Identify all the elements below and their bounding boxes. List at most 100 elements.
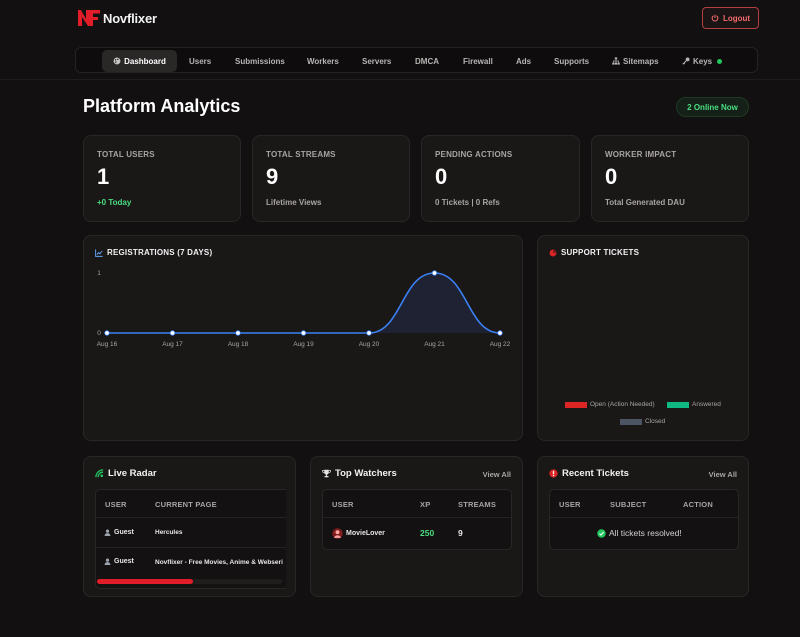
- x-tick-label: Aug 22: [490, 341, 511, 348]
- table-row[interactable]: Guest: [104, 558, 134, 565]
- legend-open[interactable]: Open (Action Needed): [565, 401, 655, 408]
- nav-item-label: Ads: [516, 56, 532, 66]
- nav-item-label: Firewall: [463, 56, 493, 66]
- app-logo[interactable]: Novflixer: [77, 9, 157, 27]
- stat-label: TOTAL STREAMS: [266, 150, 336, 159]
- status-dot-icon: [717, 58, 723, 64]
- top-bar: Novflixer Logout Dashboard Users Submiss…: [0, 0, 800, 80]
- app-name: Novflixer: [103, 10, 157, 26]
- live-radar-table: USER CURRENT PAGE Guest Hercules Guest N…: [95, 489, 286, 589]
- nav-item-label: Dashboard: [124, 56, 166, 66]
- stat-label: WORKER IMPACT: [605, 150, 677, 159]
- recent-tickets-table: USER SUBJECT ACTION All tickets resolved…: [549, 489, 739, 550]
- registrations-title: REGISTRATIONS (7 DAYS): [95, 248, 212, 257]
- nav-item-label: Servers: [362, 56, 392, 66]
- empty-state-text: All tickets resolved!: [609, 528, 682, 538]
- top-watchers-title-text: Top Watchers: [335, 468, 397, 479]
- stat-value: 1: [97, 164, 110, 189]
- logout-label: Logout: [722, 13, 751, 23]
- nav-item-workers[interactable]: Workers: [302, 50, 344, 72]
- trophy-icon: [322, 469, 331, 478]
- nav-item-label: DMCA: [415, 56, 439, 66]
- chart-point[interactable]: [104, 330, 110, 336]
- support-tickets-card: SUPPORT TICKETS Open (Action Needed) Ans…: [537, 235, 749, 441]
- horizontal-scrollbar[interactable]: [97, 579, 282, 584]
- chart-point[interactable]: [169, 330, 176, 336]
- nav-item-ads[interactable]: Ads: [511, 50, 536, 72]
- row-user: Guest: [114, 529, 134, 536]
- palette-icon: [113, 57, 121, 65]
- legend-closed[interactable]: Closed: [620, 418, 665, 425]
- registrations-card: REGISTRATIONS (7 DAYS) Aug 16 Aug 17 Aug 1…: [83, 235, 523, 441]
- live-radar-card: Live Radar USER CURRENT PAGE Guest Hercu…: [83, 456, 296, 597]
- x-tick-label: Aug 21: [424, 341, 445, 348]
- legend-swatch-open: [565, 401, 587, 408]
- scrollbar-thumb[interactable]: [97, 579, 194, 584]
- x-tick-label: Aug 20: [359, 341, 380, 348]
- table-row[interactable]: MovieLover: [332, 528, 385, 539]
- recent-tickets-card: Recent Tickets View All USER SUBJECT ACT…: [537, 456, 749, 597]
- chart-area-fill: [107, 273, 500, 333]
- stat-value: 0: [435, 164, 448, 189]
- top-watchers-table: USER XP STREAMS MovieLover 250 9: [322, 489, 512, 550]
- recent-tickets-title-text: Recent Tickets: [562, 468, 629, 479]
- page-title: Platform Analytics: [83, 96, 241, 116]
- stat-sub: 0 Tickets | 0 Refs: [435, 198, 500, 207]
- legend-answered[interactable]: Answered: [667, 401, 721, 408]
- nav-item-dmca[interactable]: DMCA: [410, 50, 444, 72]
- row-page: Hercules: [155, 529, 183, 536]
- logout-button[interactable]: Logout: [702, 7, 759, 29]
- chart-point[interactable]: [431, 270, 438, 276]
- chart-point[interactable]: [366, 330, 372, 336]
- chart-point[interactable]: [235, 330, 241, 336]
- online-now-badge: 2 Online Now: [676, 97, 749, 117]
- support-tickets-title: SUPPORT TICKETS: [549, 248, 639, 257]
- column-header-user: USER: [332, 500, 354, 509]
- x-tick-label: Aug 16: [97, 341, 118, 348]
- nav-item-users[interactable]: Users: [184, 50, 216, 72]
- stat-card-pending-actions: PENDING ACTIONS 0 0 Tickets | 0 Refs: [421, 135, 580, 222]
- key-icon: [682, 57, 690, 65]
- nav-item-firewall[interactable]: Firewall: [458, 50, 498, 72]
- y-tick-label: 1: [97, 270, 101, 277]
- avatar-icon: [332, 528, 343, 539]
- table-row[interactable]: Guest: [104, 529, 134, 536]
- top-watchers-view-all-link[interactable]: View All: [482, 470, 511, 479]
- nav-item-submissions[interactable]: Submissions: [230, 50, 290, 72]
- stat-card-worker-impact: WORKER IMPACT 0 Total Generated DAU: [591, 135, 749, 222]
- legend-label: Open (Action Needed): [590, 401, 655, 408]
- nav-item-sitemaps[interactable]: Sitemaps: [607, 50, 664, 72]
- nav-item-label: Users: [189, 56, 212, 66]
- chart-line-icon: [95, 248, 103, 257]
- header-divider: [323, 517, 511, 518]
- nav-item-label: Supports: [554, 56, 590, 66]
- column-header-subject: SUBJECT: [610, 500, 647, 509]
- nav-item-dashboard[interactable]: Dashboard: [102, 50, 177, 72]
- column-header-streams: STREAMS: [458, 500, 497, 509]
- column-header-user: USER: [105, 500, 127, 509]
- row-user: Guest: [114, 558, 134, 565]
- stat-label: PENDING ACTIONS: [435, 150, 513, 159]
- chart-point[interactable]: [497, 330, 503, 336]
- nav-item-label: Submissions: [235, 56, 285, 66]
- stat-card-total-streams: TOTAL STREAMS 9 Lifetime Views: [252, 135, 410, 222]
- legend-label: Closed: [645, 418, 666, 425]
- column-header-user: USER: [559, 500, 581, 509]
- user-icon: [104, 558, 111, 565]
- radar-icon: [95, 469, 104, 478]
- header-divider: [96, 517, 286, 518]
- nav-item-keys[interactable]: Keys: [677, 50, 727, 72]
- column-header-action: ACTION: [683, 500, 713, 509]
- nav-item-supports[interactable]: Supports: [549, 50, 594, 72]
- chart-point[interactable]: [300, 330, 307, 336]
- user-icon: [104, 529, 111, 536]
- row-page: Novflixer - Free Movies, Anime & Webseri: [155, 559, 283, 566]
- nav-item-servers[interactable]: Servers: [357, 50, 396, 72]
- nav-item-label: Workers: [307, 56, 339, 66]
- live-radar-title-text: Live Radar: [108, 468, 157, 479]
- recent-tickets-view-all-link[interactable]: View All: [708, 470, 737, 479]
- column-header-xp: XP: [420, 500, 431, 509]
- ticket-alert-icon: [549, 469, 558, 478]
- y-tick-label: 0: [97, 330, 101, 337]
- legend-label: Answered: [692, 401, 721, 408]
